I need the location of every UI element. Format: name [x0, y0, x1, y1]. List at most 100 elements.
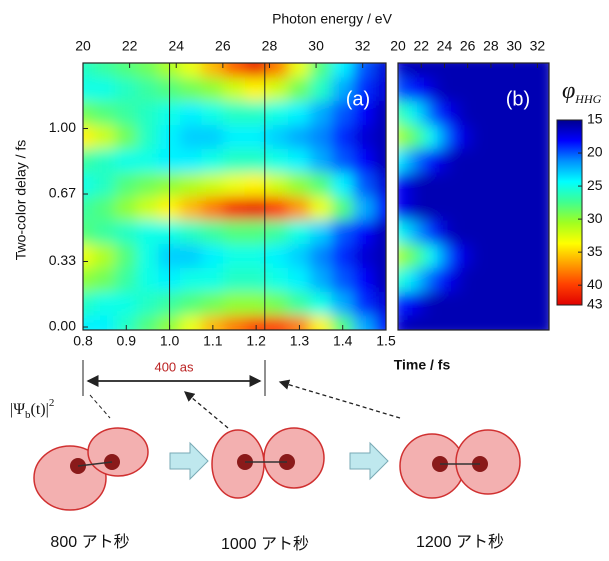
- heat-cell: [531, 100, 544, 126]
- heat-cell: [496, 195, 509, 221]
- x-tick-label: 1.3: [290, 333, 310, 349]
- heat-cell: [426, 147, 440, 173]
- heat-cell: [114, 195, 138, 221]
- heat-cell: [114, 76, 138, 102]
- heat-cell: [223, 266, 246, 292]
- heat-cell: [244, 171, 268, 197]
- heat-cell: [201, 171, 225, 197]
- heat-cell: [438, 147, 451, 173]
- heat-cell: [179, 147, 203, 173]
- heat-cell: [438, 124, 451, 149]
- heat-cell: [438, 314, 451, 330]
- heat-cell: [266, 100, 290, 126]
- top-tick-label: 32: [355, 38, 371, 54]
- heat-cell: [414, 290, 428, 316]
- heat-cell: [201, 243, 225, 268]
- heat-cell: [531, 147, 544, 173]
- heat-cell: [403, 171, 416, 197]
- heat-cell: [288, 266, 311, 292]
- heat-cell: [531, 195, 544, 221]
- heat-cell: [83, 124, 95, 149]
- heat-cell: [114, 314, 138, 330]
- heat-cell: [201, 290, 225, 316]
- heat-cell: [473, 243, 486, 268]
- colorbar-tick-label: 15: [587, 111, 603, 127]
- heat-cell: [179, 124, 203, 149]
- heat-cell: [484, 100, 498, 126]
- heat-cell: [426, 124, 440, 149]
- heat-cell: [438, 171, 451, 197]
- heat-cell: [449, 76, 463, 102]
- heat-cell: [531, 290, 544, 316]
- heat-cell: [244, 195, 268, 221]
- heat-cell: [519, 266, 533, 292]
- heat-cell: [288, 63, 311, 78]
- heat-cell: [179, 219, 203, 245]
- heat-cell: [201, 124, 225, 149]
- heat-cell: [496, 219, 509, 245]
- heat-cell: [531, 219, 544, 245]
- heat-cell: [374, 63, 386, 78]
- heat-cell: [93, 243, 116, 268]
- heat-cell: [201, 195, 225, 221]
- heat-cell: [519, 124, 533, 149]
- heat-cell: [93, 266, 116, 292]
- heat-cell: [473, 314, 486, 330]
- heat-cell: [288, 290, 311, 316]
- heat-cell: [414, 171, 428, 197]
- heat-cell: [136, 195, 160, 221]
- heat-cell: [403, 219, 416, 245]
- heat-cell: [93, 219, 116, 245]
- heat-cell: [473, 76, 486, 102]
- heat-cell: [484, 195, 498, 221]
- heat-cell: [461, 219, 474, 245]
- heat-cell: [484, 290, 498, 316]
- panel-label: (b): [506, 88, 530, 110]
- heat-cell: [542, 147, 549, 173]
- heat-cell: [93, 195, 116, 221]
- heat-cell: [353, 171, 376, 197]
- heat-cell: [331, 171, 355, 197]
- heat-cell: [449, 100, 463, 126]
- molecule: [33, 427, 149, 511]
- heat-cell: [542, 124, 549, 149]
- heat-cell: [266, 219, 290, 245]
- colorbar: [556, 119, 583, 306]
- heat-cell: [331, 147, 355, 173]
- heat-cell: [414, 100, 428, 126]
- heat-cell: [93, 171, 116, 197]
- heat-cell: [179, 243, 203, 268]
- top-tick-label: 26: [215, 38, 231, 54]
- heat-cell: [223, 76, 246, 102]
- heat-cell: [398, 266, 405, 292]
- dashed-arrow: [278, 379, 401, 419]
- heat-cell: [531, 243, 544, 268]
- heat-cell: [93, 290, 116, 316]
- heat-cell: [288, 124, 311, 149]
- heat-cell: [114, 63, 138, 78]
- dashed-arrow: [89, 394, 111, 419]
- top-tick-label: 20: [390, 38, 406, 54]
- heat-cell: [331, 243, 355, 268]
- heat-cell: [136, 171, 160, 197]
- heat-cell: [353, 219, 376, 245]
- heat-cell: [244, 63, 268, 78]
- heat-cell: [83, 63, 95, 78]
- heat-cell: [331, 290, 355, 316]
- heat-cell: [403, 100, 416, 126]
- heat-cell: [223, 124, 246, 149]
- heat-cell: [266, 76, 290, 102]
- heat-cell: [398, 76, 405, 102]
- heat-cell: [542, 219, 549, 245]
- heat-cell: [542, 266, 549, 292]
- heat-cell: [136, 76, 160, 102]
- heat-cell: [374, 100, 386, 126]
- heat-cell: [426, 76, 440, 102]
- top-tick-label: 20: [75, 38, 91, 54]
- heat-cell: [331, 100, 355, 126]
- heat-cell: [426, 243, 440, 268]
- heat-cell: [288, 147, 311, 173]
- heat-cell: [309, 76, 333, 102]
- psi-label: |Ψb(t)|2: [10, 397, 54, 421]
- heat-cell: [449, 63, 463, 78]
